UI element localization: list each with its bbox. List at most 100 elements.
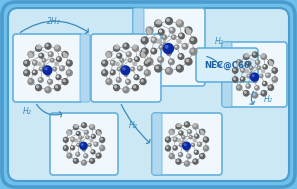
Circle shape (145, 61, 148, 64)
Circle shape (28, 53, 33, 58)
Circle shape (160, 45, 162, 48)
Circle shape (165, 136, 171, 143)
Circle shape (35, 45, 42, 52)
Circle shape (113, 84, 120, 91)
Circle shape (157, 56, 164, 63)
Circle shape (198, 142, 200, 145)
Circle shape (24, 61, 27, 64)
Circle shape (259, 74, 263, 78)
Circle shape (199, 153, 206, 159)
Circle shape (170, 28, 173, 31)
Circle shape (167, 52, 170, 54)
Circle shape (253, 79, 257, 83)
Circle shape (144, 60, 151, 67)
Circle shape (32, 69, 38, 76)
FancyBboxPatch shape (91, 34, 161, 102)
Circle shape (114, 85, 117, 88)
Circle shape (173, 146, 176, 149)
Circle shape (178, 53, 184, 60)
Circle shape (84, 130, 89, 135)
Circle shape (159, 44, 164, 50)
Circle shape (176, 19, 182, 25)
Circle shape (241, 77, 243, 80)
Circle shape (85, 130, 87, 133)
Circle shape (67, 70, 70, 74)
Circle shape (111, 61, 113, 64)
Circle shape (187, 129, 192, 135)
Circle shape (116, 78, 119, 81)
Circle shape (47, 79, 53, 85)
Circle shape (195, 150, 197, 153)
Circle shape (172, 35, 174, 38)
Circle shape (173, 137, 178, 142)
Circle shape (261, 91, 264, 94)
Circle shape (187, 154, 189, 157)
Circle shape (44, 67, 48, 70)
Circle shape (204, 146, 207, 149)
Circle shape (184, 121, 190, 128)
Circle shape (190, 38, 194, 41)
Circle shape (189, 136, 191, 138)
Circle shape (204, 137, 207, 140)
Circle shape (88, 143, 92, 147)
Circle shape (200, 131, 205, 135)
Circle shape (169, 27, 176, 34)
Circle shape (113, 45, 120, 52)
Circle shape (102, 61, 105, 64)
FancyBboxPatch shape (80, 34, 90, 102)
Circle shape (52, 67, 57, 72)
Circle shape (244, 54, 247, 57)
Circle shape (38, 77, 44, 83)
Circle shape (76, 143, 80, 147)
Circle shape (185, 147, 189, 152)
Circle shape (165, 17, 173, 25)
Circle shape (252, 92, 258, 99)
Circle shape (176, 19, 184, 28)
Circle shape (66, 69, 73, 77)
Circle shape (42, 65, 53, 75)
Circle shape (33, 61, 36, 64)
Circle shape (63, 145, 69, 151)
Text: H₂: H₂ (215, 36, 223, 46)
Circle shape (110, 69, 116, 76)
Circle shape (96, 153, 102, 159)
Circle shape (105, 51, 113, 58)
Circle shape (244, 91, 247, 94)
FancyBboxPatch shape (152, 113, 162, 175)
Circle shape (203, 136, 209, 143)
Circle shape (76, 152, 78, 155)
FancyBboxPatch shape (2, 2, 295, 187)
Circle shape (133, 74, 140, 80)
Circle shape (254, 85, 260, 91)
Circle shape (186, 154, 192, 159)
Circle shape (41, 58, 46, 63)
Circle shape (91, 134, 96, 139)
Circle shape (255, 86, 257, 88)
Circle shape (169, 59, 172, 63)
Circle shape (154, 19, 162, 28)
Circle shape (194, 133, 200, 139)
Circle shape (174, 44, 179, 50)
Circle shape (262, 64, 268, 70)
Circle shape (146, 29, 152, 34)
Circle shape (266, 73, 268, 76)
Circle shape (272, 68, 275, 71)
Circle shape (134, 75, 137, 78)
Circle shape (271, 76, 278, 83)
Circle shape (249, 65, 254, 70)
Circle shape (200, 130, 203, 132)
Circle shape (268, 85, 271, 88)
Circle shape (124, 44, 127, 47)
Circle shape (145, 26, 154, 35)
Circle shape (127, 52, 129, 55)
Circle shape (39, 67, 44, 72)
Circle shape (260, 90, 267, 97)
Circle shape (116, 77, 122, 83)
Text: NEC@C60: NEC@C60 (204, 60, 250, 70)
Circle shape (252, 74, 255, 77)
Circle shape (47, 73, 48, 75)
Circle shape (71, 146, 73, 148)
Circle shape (195, 134, 197, 137)
Circle shape (63, 137, 69, 143)
Circle shape (101, 60, 108, 67)
